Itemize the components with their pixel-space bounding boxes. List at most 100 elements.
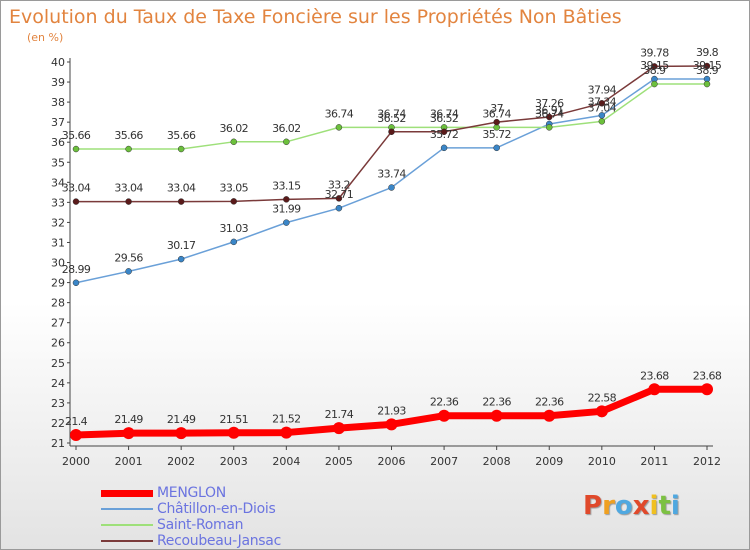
data-point [125,268,132,275]
x-tick-label: 2000 [62,455,90,468]
data-point [703,62,711,70]
data-point [701,383,713,396]
y-tick-label: 24 [51,377,65,390]
data-label: 31.99 [272,203,301,216]
data-point [230,198,237,205]
y-tick-label: 33 [51,196,65,209]
data-label: 33.2 [328,178,350,191]
logo-letter: t [658,491,671,521]
data-label: 33.74 [377,168,406,181]
data-label: 38.9 [696,64,719,77]
y-tick-label: 28 [51,297,65,310]
data-point [230,138,237,146]
logo-letter: r [602,491,615,521]
y-tick-label: 32 [51,216,65,229]
data-point [388,128,395,136]
data-point [438,409,451,422]
data-point [703,80,711,88]
data-label: 35.66 [167,129,196,142]
data-label: 33.04 [167,182,196,195]
data-point [388,184,395,191]
logo-letter: P [583,491,603,521]
logo-letter: o [614,491,633,521]
data-point [335,124,343,131]
legend-label: Recoubeau-Jansac [157,533,281,549]
data-label: 36.74 [482,107,511,120]
data-point [546,124,553,131]
data-label: 37.26 [535,97,564,110]
data-point [648,383,661,396]
logo-letter: i [649,491,659,521]
data-label: 35.66 [114,129,143,142]
data-point [546,113,553,121]
data-point [335,195,343,202]
legend-swatch [101,489,153,497]
series-lines [70,62,713,441]
data-point [230,238,237,246]
logo-letter: i [670,491,680,521]
data-label: 21.93 [377,404,406,417]
data-label: 36.74 [325,107,354,120]
data-point [332,422,345,435]
y-tick-label: 21 [51,437,65,450]
legend-label: Saint-Roman [157,517,244,533]
data-point [72,145,80,153]
data-point [283,196,290,203]
y-tick-label: 38 [51,96,65,109]
legend-item-recoubeau: Recoubeau-Jansac [101,533,281,549]
data-point [177,198,185,205]
data-label: 21.49 [114,413,143,426]
legend-swatch [101,524,153,526]
x-tick-label: 2011 [640,455,668,468]
data-point [651,63,658,70]
x-tick-label: 2008 [483,455,511,468]
axes: 21 22 23 24 25 26 27 28 29 30 31 32 33 34 35 36 37 38 39 40… [51,56,721,468]
data-point [493,118,500,126]
data-point [70,428,82,441]
data-point [177,255,185,263]
data-label: 36.91 [535,104,564,117]
legend-item-menglon: MENGLON [101,485,281,501]
data-point [122,427,135,440]
data-label: 37.94 [588,83,617,96]
data-label: 36.02 [220,122,249,135]
x-tick-label: 2003 [220,455,248,468]
data-label: 22.36 [482,396,511,409]
legend-label: MENGLON [157,485,226,501]
data-label: 22.36 [430,396,459,409]
x-tick-label: 2004 [272,455,300,468]
data-label: 33.15 [272,179,301,192]
data-label: 33.04 [114,182,143,195]
y-tick-label: 23 [51,397,65,410]
data-label: 22.58 [588,391,617,404]
data-label: 38.9 [643,64,666,77]
y-tick-label: 27 [51,317,65,330]
data-point [177,145,185,153]
data-label: 39.8 [696,46,719,59]
data-point [283,219,290,226]
data-point [227,426,240,439]
y-tick-label: 35 [51,156,65,169]
y-tick-label: 25 [51,357,65,370]
data-label: 35.66 [62,129,91,142]
legend-swatch [101,540,153,542]
legend-item-chatillon: Châtillon-en-Diois [101,501,281,517]
data-point [280,426,293,439]
legend-item-saint-roman: Saint-Roman [101,517,281,533]
y-tick-label: 39 [51,76,65,89]
data-point [440,128,448,136]
unit-label: (en %) [27,31,64,44]
y-tick-label: 26 [51,337,65,350]
y-tick-label: 36 [51,136,65,149]
data-point [490,409,503,422]
x-tick-label: 2007 [430,455,458,468]
x-tick-label: 2009 [535,455,563,468]
data-point [125,145,132,153]
x-tick-label: 2012 [693,455,721,468]
x-tick-label: 2006 [378,455,406,468]
data-label: 39.78 [640,46,669,59]
data-label: 21.52 [272,413,301,426]
data-point [493,144,500,152]
